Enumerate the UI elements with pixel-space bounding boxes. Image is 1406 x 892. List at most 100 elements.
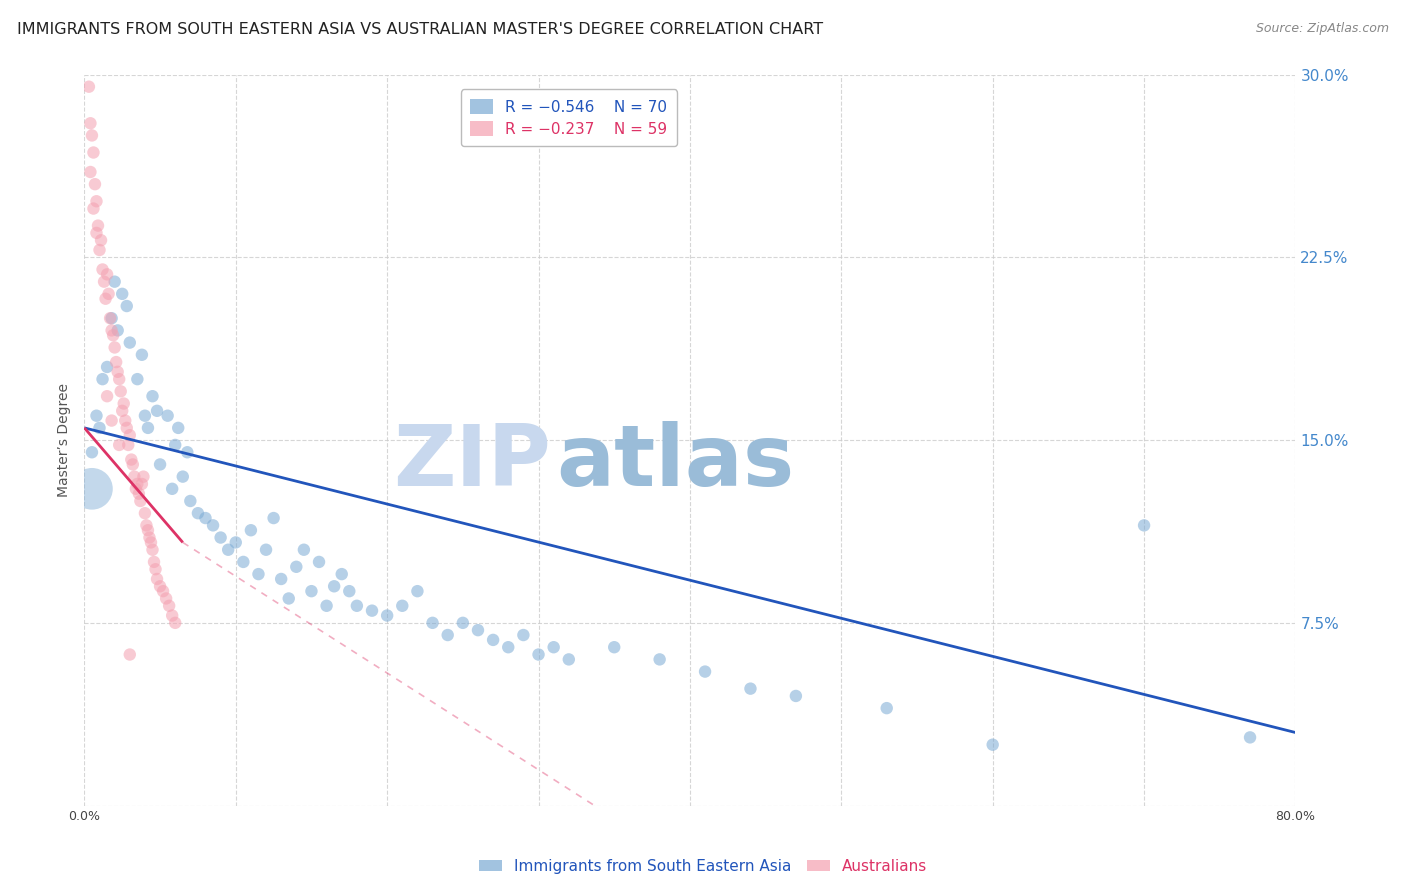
Point [100, 413, 122, 427]
Point [202, 518, 225, 533]
Point [146, 404, 169, 418]
Point [176, 445, 198, 459]
Point [141, 389, 163, 403]
Point [77, 79, 100, 94]
Point [115, 421, 138, 435]
Point [981, 738, 1004, 752]
Point [155, 591, 177, 606]
Point [117, 438, 139, 452]
Point [87, 219, 110, 233]
Point [120, 452, 142, 467]
Point [156, 409, 179, 423]
Point [285, 559, 308, 574]
Point [209, 531, 232, 545]
Point [111, 404, 134, 418]
Point [136, 421, 159, 435]
Point [118, 335, 141, 350]
Point [107, 365, 129, 379]
Point [86, 194, 108, 209]
Point [89, 243, 111, 257]
Point [496, 640, 519, 655]
Point [467, 623, 489, 637]
Point [1133, 518, 1156, 533]
Legend: R = −0.546    N = 70, R = −0.237    N = 59: R = −0.546 N = 70, R = −0.237 N = 59 [461, 89, 676, 146]
Point [80, 445, 103, 459]
Point [270, 572, 292, 586]
Point [292, 542, 315, 557]
Point [104, 275, 127, 289]
Point [301, 584, 323, 599]
Point [134, 506, 156, 520]
Point [101, 328, 124, 343]
Point [143, 555, 166, 569]
Point [323, 579, 346, 593]
Point [108, 438, 131, 452]
Point [112, 396, 135, 410]
Point [89, 421, 111, 435]
Point [93, 275, 115, 289]
Point [157, 599, 180, 613]
Point [785, 689, 807, 703]
Point [108, 372, 131, 386]
Point [127, 477, 149, 491]
Point [337, 584, 360, 599]
Point [277, 591, 299, 606]
Point [346, 599, 368, 613]
Point [145, 562, 167, 576]
Point [128, 486, 150, 500]
Point [149, 458, 172, 472]
Point [1239, 731, 1261, 745]
Point [152, 584, 174, 599]
Point [79, 165, 101, 179]
Point [375, 608, 398, 623]
Point [131, 348, 153, 362]
Point [138, 531, 160, 545]
Point [115, 299, 138, 313]
Point [361, 604, 384, 618]
Point [194, 511, 217, 525]
Point [482, 632, 505, 647]
Point [134, 409, 156, 423]
Point [330, 567, 353, 582]
Point [406, 584, 429, 599]
Point [139, 535, 162, 549]
Point [79, 116, 101, 130]
Point [96, 359, 118, 374]
Point [558, 652, 581, 666]
Point [107, 323, 129, 337]
Point [100, 323, 122, 337]
Point [247, 567, 270, 582]
Point [172, 469, 194, 483]
Text: ZIP: ZIP [392, 420, 551, 503]
Point [96, 268, 118, 282]
Point [512, 628, 534, 642]
Point [648, 652, 671, 666]
Point [94, 292, 117, 306]
Point [82, 145, 104, 160]
Point [254, 542, 277, 557]
Point [114, 413, 136, 427]
Point [315, 599, 337, 613]
Point [167, 421, 190, 435]
Point [111, 286, 134, 301]
Point [80, 482, 103, 496]
Point [135, 518, 157, 533]
Point [422, 615, 444, 630]
Point [90, 233, 112, 247]
Legend: Immigrants from South Eastern Asia, Australians: Immigrants from South Eastern Asia, Aust… [472, 853, 934, 880]
Text: Source: ZipAtlas.com: Source: ZipAtlas.com [1256, 22, 1389, 36]
Point [96, 389, 118, 403]
Point [91, 372, 114, 386]
Point [239, 523, 262, 537]
Point [436, 628, 458, 642]
Point [232, 555, 254, 569]
Point [136, 523, 159, 537]
Y-axis label: Master’s Degree: Master’s Degree [58, 383, 72, 497]
Point [91, 262, 114, 277]
Point [118, 648, 141, 662]
Point [263, 511, 285, 525]
Point [127, 372, 149, 386]
Point [217, 542, 239, 557]
Point [132, 469, 155, 483]
Point [165, 438, 187, 452]
